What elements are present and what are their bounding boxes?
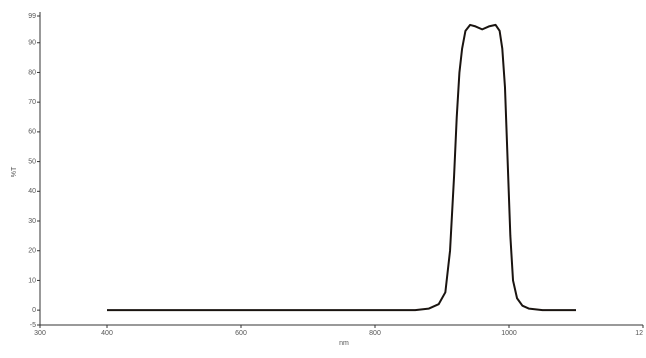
y-tick-label: 90 (28, 40, 36, 47)
x-tick-label: 600 (235, 330, 247, 337)
x-axis-label: nm (339, 340, 349, 347)
y-tick-label: 10 (28, 277, 36, 284)
y-tick-label: -5 (30, 322, 36, 329)
x-tick-label: 1000 (501, 330, 517, 337)
y-tick-label: 80 (28, 69, 36, 76)
x-tick-label: 400 (101, 330, 113, 337)
x-tick-label: 12 (635, 330, 643, 337)
y-tick-label: 40 (28, 188, 36, 195)
series-line (107, 23, 576, 312)
y-tick-label: 99 (28, 13, 36, 20)
y-axis-label: %T (11, 166, 18, 177)
y-tick-label: 50 (28, 158, 36, 165)
x-tick-label: 300 (34, 330, 46, 337)
y-tick-label: 0 (32, 307, 36, 314)
y-tick-label: 70 (28, 99, 36, 106)
y-tick-label: 60 (28, 129, 36, 136)
y-tick-label: 30 (28, 218, 36, 225)
y-tick-label: 20 (28, 248, 36, 255)
x-tick-label: 800 (369, 330, 381, 337)
